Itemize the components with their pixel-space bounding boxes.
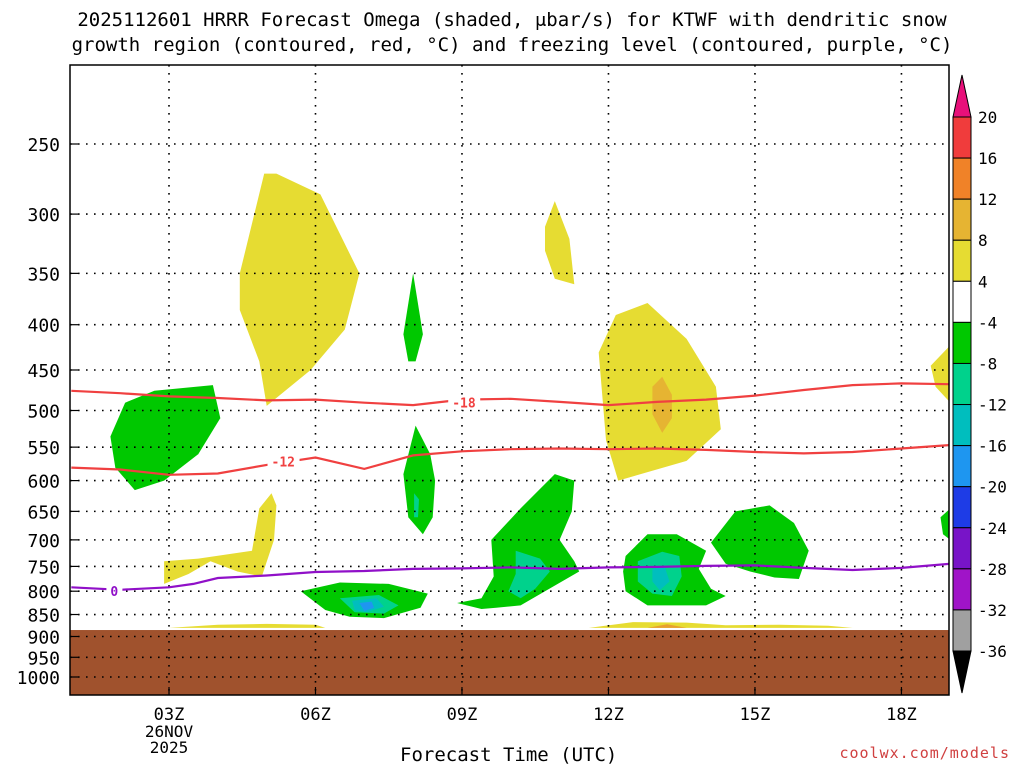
colorbar-label-12: -32: [978, 601, 1007, 620]
colorbar-bin-3: [952, 239, 972, 282]
y-tick-label-450: 450: [27, 361, 60, 382]
colorbar-label-5: -4: [978, 313, 997, 332]
omega-region-16: [940, 509, 949, 539]
colorbar-label-4: 4: [978, 272, 988, 291]
ground-fill: [70, 630, 949, 695]
x-axis-label: Forecast Time (UTC): [400, 744, 618, 766]
colorbar-bin-9: [952, 486, 972, 529]
colorbar-label-7: -12: [978, 396, 1007, 415]
y-tick-label-750: 750: [27, 557, 60, 578]
x-tick-label-03Z: 03Z: [154, 705, 185, 725]
omega-region-0: [239, 173, 360, 406]
omega-region-7: [652, 376, 672, 433]
y-tick-label-600: 600: [27, 472, 60, 493]
plot-area: -18 -12 0: [70, 65, 949, 695]
colorbar-bin-5: [952, 321, 972, 364]
title-line-1: 2025112601 HRRR Forecast Omega (shaded, …: [77, 9, 947, 31]
colorbar-label-10: -24: [978, 519, 1007, 538]
colorbar-bin-12: [952, 609, 972, 652]
omega-shading: [110, 173, 949, 628]
contour-label-freezing-level: 0: [110, 585, 118, 600]
contour--12: [71, 443, 949, 476]
y-tick-label-900: 900: [27, 627, 60, 648]
y-tick-label-850: 850: [27, 606, 60, 627]
colorbar-bin-11: [952, 568, 972, 611]
omega-region-5: [169, 623, 326, 628]
colorbar-bin-6: [952, 362, 972, 406]
contour-label-bg--12: [267, 453, 300, 469]
x-tick-label-15Z: 15Z: [740, 705, 771, 725]
colorbar-bin-10: [952, 527, 972, 570]
colorbar-label-9: -20: [978, 478, 1007, 497]
omega-region-11: [403, 425, 436, 535]
colorbar-bottom-arrow: [952, 650, 972, 694]
plot-frame: [69, 64, 950, 696]
omega-region-4: [164, 493, 277, 584]
y-tick-label-350: 350: [27, 264, 60, 285]
contour-freezing-level: [71, 562, 949, 591]
colorbar-top-arrow: [952, 74, 972, 118]
omega-region-3: [930, 346, 949, 402]
y-tick-label-550: 550: [27, 438, 60, 459]
y-tick-label-950: 950: [27, 648, 60, 669]
y-axis: 2503003504004505005506006507007508008509…: [17, 135, 78, 689]
colorbar-label-1: 16: [978, 149, 997, 168]
omega-region-15: [711, 505, 809, 579]
colorbar-bin-2: [952, 198, 972, 241]
omega-region-8: [647, 624, 687, 628]
colorbar-label-11: -28: [978, 560, 1007, 579]
colorbar-label-6: -8: [978, 354, 997, 373]
colorbar-label-2: 12: [978, 190, 997, 209]
contour-label-bg--18: [448, 394, 481, 410]
omega-region-23: [359, 601, 375, 611]
y-tick-label-500: 500: [27, 402, 60, 423]
x-tick-label-09Z: 09Z: [447, 705, 478, 725]
omega-region-6: [588, 622, 853, 628]
omega-region-1: [545, 201, 575, 285]
colorbar-bin-4: [952, 280, 972, 323]
contour--18: [71, 382, 949, 407]
colorbar-label-8: -16: [978, 437, 1007, 456]
chart-title: 2025112601 HRRR Forecast Omega (shaded, …: [0, 8, 1024, 58]
colorbar-bin-1: [952, 157, 972, 200]
omega-region-9: [110, 385, 221, 491]
x-tick-label-06Z: 06Z: [300, 705, 331, 725]
colorbar-bin-0: [952, 116, 972, 159]
colorbar-bin-8: [952, 445, 972, 488]
colorbar-bin-7: [952, 404, 972, 447]
colorbar-label-13: -36: [978, 642, 1007, 661]
colorbar-label-3: 8: [978, 231, 988, 250]
omega-region-17: [508, 550, 550, 599]
x-tick-label-12Z: 12Z: [593, 705, 624, 725]
x-tick-label-18Z: 18Z: [886, 705, 917, 725]
y-tick-label-1000: 1000: [17, 668, 60, 689]
colorbar: 20 16 12 8 4 -4 -8 -12 -16 -20 -24 -28 -32 -36: [952, 74, 1007, 694]
contour-label--12: -12: [272, 456, 295, 471]
x-year-label: 2025: [150, 738, 189, 757]
contour-label--18: -18: [452, 397, 476, 412]
temperature-contours: -18 -12 0: [71, 382, 949, 600]
y-tick-label-650: 650: [27, 502, 60, 523]
omega-region-12: [457, 474, 580, 609]
grid-lines: [70, 65, 949, 695]
omega-region-22: [652, 566, 670, 591]
title-line-2: growth region (contoured, red, °C) and f…: [71, 34, 953, 56]
y-tick-label-700: 700: [27, 531, 60, 552]
omega-region-10: [403, 273, 423, 362]
site-credit[interactable]: coolwx.com/models: [839, 744, 1010, 762]
x-date-label: 26NOV: [145, 722, 194, 741]
contour-label-bg-freezing-level: [106, 583, 123, 599]
y-tick-label-800: 800: [27, 582, 60, 603]
y-tick-label-400: 400: [27, 316, 60, 337]
ground-layer: [70, 630, 949, 695]
y-tick-label-250: 250: [27, 135, 60, 156]
y-tick-label-300: 300: [27, 205, 60, 226]
colorbar-label-0: 20: [978, 108, 997, 127]
